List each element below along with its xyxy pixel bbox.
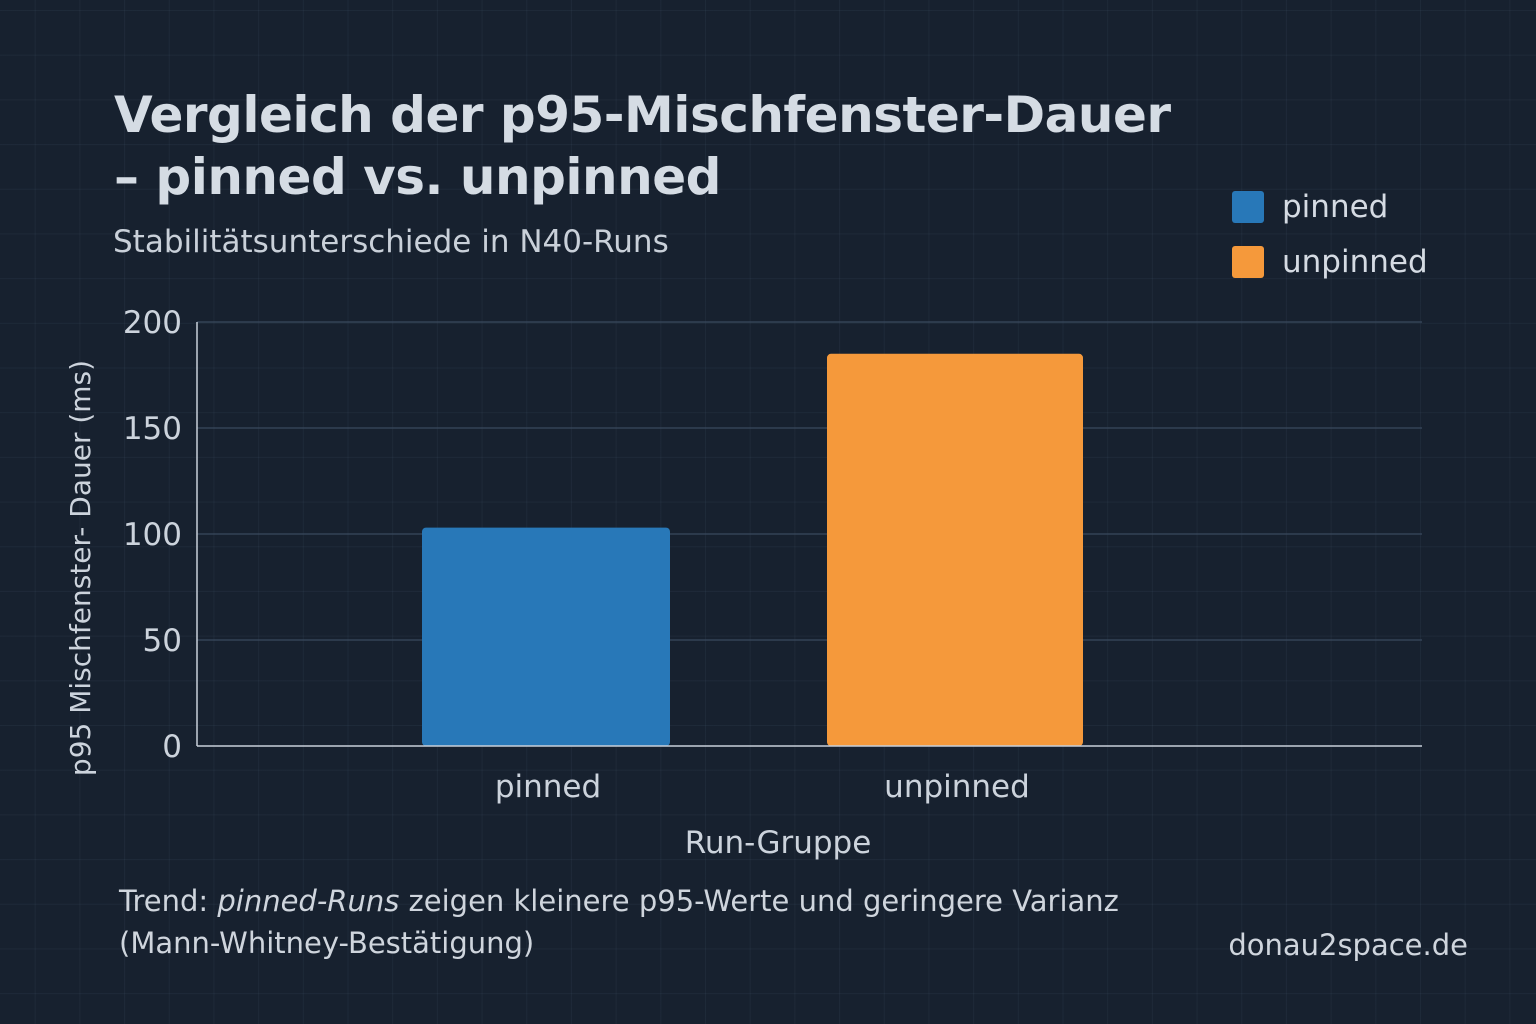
y-tick-label: 150 xyxy=(123,411,182,447)
brand-label: donau2space.de xyxy=(1228,928,1468,962)
legend-swatch-unpinned xyxy=(1232,246,1264,278)
legend-label: pinned xyxy=(1282,189,1389,225)
x-tick-label: pinned xyxy=(495,769,601,805)
x-tick-label: unpinned xyxy=(884,769,1030,805)
y-tick-label: 50 xyxy=(143,623,182,659)
title-line-2: – pinned vs. unpinned xyxy=(114,148,721,206)
x-axis-label: Run-Gruppe xyxy=(685,825,872,861)
y-tick-label: 100 xyxy=(123,517,182,553)
trend-prefix: Trend: xyxy=(119,884,218,918)
title-line-1: Vergleich der p95-Mischfenster-Dauer xyxy=(114,86,1171,144)
bar-pinned xyxy=(422,527,670,746)
y-tick-label: 0 xyxy=(162,729,182,765)
trend-test-note: (Mann-Whitney-Bestätigung) xyxy=(119,926,535,960)
legend-swatch-pinned xyxy=(1232,191,1264,223)
trend-text: zeigen kleinere p95-Werte und geringere … xyxy=(399,884,1119,918)
legend-label: unpinned xyxy=(1282,244,1428,280)
legend-item-unpinned: unpinned xyxy=(1232,244,1428,280)
y-axis-label: p95 Mischfenster- Dauer (ms) xyxy=(64,360,97,776)
trend-emphasis: pinned-Runs xyxy=(217,884,400,918)
trend-note: Trend: pinned-Runs zeigen kleinere p95-W… xyxy=(119,880,1119,964)
chart-subtitle: Stabilitätsunterschiede in N40-Runs xyxy=(113,224,669,260)
chart-title: Vergleich der p95-Mischfenster-Dauer – p… xyxy=(114,84,1171,208)
bar-unpinned xyxy=(827,353,1083,746)
legend-item-pinned: pinned xyxy=(1232,189,1388,225)
y-tick-label: 200 xyxy=(123,305,182,341)
